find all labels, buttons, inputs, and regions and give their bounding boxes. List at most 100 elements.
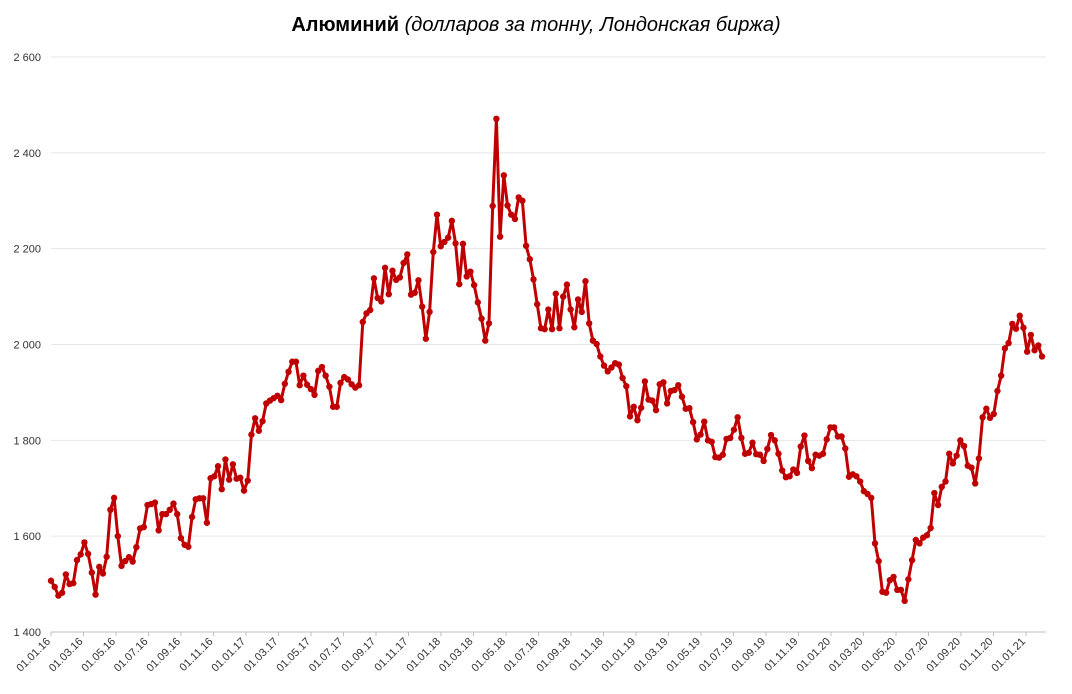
data-point bbox=[756, 451, 764, 458]
data-point bbox=[946, 450, 953, 457]
data-point bbox=[600, 362, 608, 369]
data-point bbox=[771, 437, 778, 444]
data-point bbox=[211, 473, 218, 480]
data-point bbox=[311, 391, 318, 399]
series-line bbox=[49, 117, 1044, 603]
data-point bbox=[593, 340, 600, 348]
data-point bbox=[522, 242, 530, 249]
data-point bbox=[619, 374, 626, 382]
data-point bbox=[103, 553, 110, 560]
data-point bbox=[574, 296, 582, 303]
data-point bbox=[151, 499, 159, 506]
data-point bbox=[897, 586, 905, 594]
data-point bbox=[727, 434, 734, 442]
data-point bbox=[418, 303, 426, 310]
data-point bbox=[92, 591, 99, 598]
data-point bbox=[719, 451, 726, 458]
data-point bbox=[615, 361, 623, 368]
data-point bbox=[396, 274, 404, 281]
data-point bbox=[990, 410, 997, 418]
data-point bbox=[326, 383, 333, 390]
gridlines bbox=[51, 56, 1046, 633]
data-point bbox=[975, 455, 983, 462]
data-point bbox=[671, 386, 678, 394]
data-point bbox=[381, 264, 389, 272]
data-point bbox=[775, 450, 782, 457]
data-point bbox=[437, 243, 444, 250]
data-point bbox=[1031, 347, 1038, 354]
data-point bbox=[623, 382, 630, 390]
x-tick-label: 01.01.19 bbox=[599, 636, 638, 675]
data-point bbox=[585, 320, 593, 327]
x-tick-label: 01.07.18 bbox=[502, 636, 541, 675]
data-point bbox=[578, 308, 585, 316]
chart-title-main: Алюминий bbox=[291, 14, 400, 36]
data-point bbox=[73, 556, 81, 564]
data-point bbox=[637, 404, 645, 411]
x-tick-label: 01.01.17 bbox=[209, 636, 248, 675]
data-point bbox=[942, 478, 949, 485]
data-point bbox=[738, 434, 745, 442]
data-point bbox=[274, 392, 281, 399]
data-point bbox=[801, 432, 808, 439]
data-point bbox=[856, 478, 864, 485]
data-point bbox=[389, 267, 396, 274]
data-point bbox=[441, 238, 448, 246]
data-point bbox=[322, 372, 329, 379]
data-point bbox=[953, 452, 960, 459]
data-point bbox=[530, 276, 537, 283]
data-point bbox=[842, 445, 849, 452]
data-point bbox=[225, 476, 233, 483]
data-point bbox=[318, 363, 326, 371]
x-tick-label: 01.01.20 bbox=[794, 636, 833, 675]
x-tick-label: 01.07.17 bbox=[307, 636, 346, 675]
data-point bbox=[871, 540, 879, 547]
data-point bbox=[444, 234, 452, 241]
data-point bbox=[1016, 312, 1023, 319]
data-point bbox=[823, 436, 830, 443]
data-point bbox=[838, 433, 845, 440]
data-point bbox=[400, 259, 407, 267]
data-point bbox=[1023, 348, 1031, 355]
data-point bbox=[764, 445, 771, 453]
data-point bbox=[107, 506, 114, 514]
x-axis: 01.01.1601.03.1601.05.1601.07.1601.09.16… bbox=[14, 632, 1028, 674]
chart-title: Алюминий (долларов за тонну, Лондонская … bbox=[0, 14, 1072, 37]
data-point bbox=[541, 325, 548, 333]
data-point bbox=[162, 510, 170, 518]
data-point bbox=[422, 335, 430, 342]
data-point bbox=[203, 519, 211, 526]
data-point bbox=[355, 382, 363, 389]
data-point bbox=[1027, 331, 1035, 339]
data-point bbox=[934, 501, 942, 509]
x-tick-label: 01.03.19 bbox=[632, 636, 671, 675]
data-point bbox=[129, 558, 136, 565]
data-point bbox=[452, 240, 459, 247]
data-point bbox=[47, 577, 55, 584]
data-point bbox=[292, 358, 300, 365]
data-point bbox=[868, 494, 875, 502]
data-point bbox=[675, 382, 682, 389]
data-point bbox=[786, 473, 793, 480]
y-tick-label: 2 400 bbox=[13, 148, 41, 160]
data-point bbox=[496, 233, 504, 240]
x-tick-label: 01.05.19 bbox=[664, 636, 703, 675]
data-point bbox=[133, 543, 140, 551]
data-point bbox=[96, 563, 103, 571]
data-point bbox=[463, 273, 470, 280]
data-point bbox=[333, 403, 340, 410]
data-point bbox=[255, 427, 263, 434]
data-point bbox=[1020, 324, 1027, 331]
data-point bbox=[140, 523, 147, 531]
data-point bbox=[734, 414, 741, 421]
data-point bbox=[649, 397, 656, 404]
data-point bbox=[797, 443, 804, 450]
data-point bbox=[552, 290, 559, 297]
data-point bbox=[482, 337, 489, 344]
data-point bbox=[281, 380, 289, 387]
data-point bbox=[277, 396, 285, 404]
data-point bbox=[62, 571, 70, 578]
data-point bbox=[760, 457, 767, 465]
x-tick-label: 01.05.18 bbox=[469, 636, 508, 675]
